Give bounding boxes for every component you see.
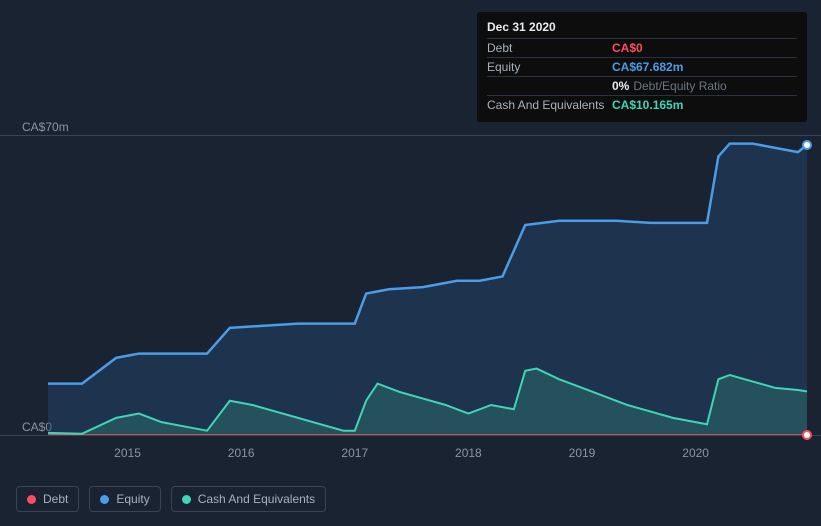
legend-dot-cash (182, 495, 191, 504)
tooltip-value-ratio: 0% (612, 79, 629, 93)
legend-dot-debt (27, 495, 36, 504)
tooltip-value-debt: CA$0 (612, 41, 643, 55)
tooltip-label-debt: Debt (487, 41, 612, 55)
x-tick-2019: 2019 (569, 446, 596, 460)
x-tick-2015: 2015 (114, 446, 141, 460)
legend: Debt Equity Cash And Equivalents (16, 486, 326, 512)
end-marker-debt (802, 430, 812, 440)
tooltip-row-cash: Cash And Equivalents CA$10.165m (487, 95, 797, 114)
legend-dot-equity (100, 495, 109, 504)
x-tick-2016: 2016 (228, 446, 255, 460)
tooltip-row-equity: Equity CA$67.682m (487, 57, 797, 76)
legend-label-debt: Debt (43, 492, 68, 506)
legend-item-cash[interactable]: Cash And Equivalents (171, 486, 326, 512)
plot-area[interactable] (48, 135, 807, 435)
tooltip-value-cash: CA$10.165m (612, 98, 683, 112)
x-tick-2017: 2017 (341, 446, 368, 460)
tooltip-row-debt: Debt CA$0 (487, 38, 797, 57)
legend-label-equity: Equity (116, 492, 149, 506)
legend-label-cash: Cash And Equivalents (198, 492, 315, 506)
legend-item-equity[interactable]: Equity (89, 486, 160, 512)
tooltip-date: Dec 31 2020 (487, 20, 797, 38)
tooltip-label-equity: Equity (487, 60, 612, 74)
x-tick-2020: 2020 (682, 446, 709, 460)
tooltip-label-cash: Cash And Equivalents (487, 98, 612, 112)
y-tick-max: CA$70m (22, 120, 69, 134)
chart-tooltip: Dec 31 2020 Debt CA$0 Equity CA$67.682m … (477, 12, 807, 122)
tooltip-value-equity: CA$67.682m (612, 60, 683, 74)
debt-equity-chart: CA$70m CA$0 2015 2016 2017 2018 2019 2020 Dec… (0, 0, 821, 526)
legend-item-debt[interactable]: Debt (16, 486, 79, 512)
gridline-bottom (0, 435, 821, 436)
x-tick-2018: 2018 (455, 446, 482, 460)
tooltip-suffix-ratio: Debt/Equity Ratio (633, 79, 726, 93)
end-marker-equity (802, 140, 812, 150)
tooltip-row-ratio: 0% Debt/Equity Ratio (487, 76, 797, 95)
